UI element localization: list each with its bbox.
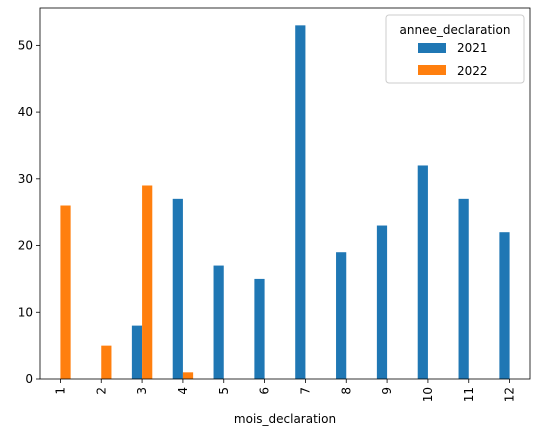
- x-tick-label-9: 9: [380, 387, 394, 395]
- bar-2022-4: [182, 372, 194, 379]
- bar-2021-12: [499, 232, 510, 379]
- x-tick-label-11: 11: [462, 387, 476, 402]
- x-tick-label-6: 6: [258, 387, 272, 395]
- bar-2021-5: [213, 265, 224, 379]
- x-tick-label-5: 5: [217, 387, 231, 395]
- bar-2021-4: [172, 198, 183, 379]
- y-tick-label-20: 20: [18, 239, 33, 253]
- bar-2021-11: [458, 198, 469, 379]
- legend-swatch-2021: [418, 43, 446, 53]
- x-axis: 1 2 3 4 5 6 7 8 9 10 11 12: [53, 379, 517, 402]
- legend-title: annee_declaration: [400, 23, 511, 37]
- x-tick-label-4: 4: [176, 387, 190, 395]
- y-tick-label-30: 30: [18, 172, 33, 186]
- y-axis: 0 10 20 30 40 50: [18, 38, 40, 386]
- x-axis-label: mois_declaration: [234, 412, 336, 426]
- x-tick-label-3: 3: [135, 387, 149, 395]
- x-tick-label-12: 12: [503, 387, 517, 402]
- bar-2022-3: [142, 185, 153, 379]
- legend-label-2022: 2022: [457, 64, 488, 78]
- y-tick-label-10: 10: [18, 305, 33, 319]
- bar-2021-6: [254, 278, 265, 379]
- legend-label-2021: 2021: [457, 41, 488, 55]
- bar-2022-2: [101, 345, 112, 379]
- y-tick-label-0: 0: [25, 372, 33, 386]
- y-tick-label-40: 40: [18, 105, 33, 119]
- x-tick-label-2: 2: [94, 387, 108, 395]
- x-tick-label-10: 10: [421, 387, 435, 402]
- bars-group: [60, 25, 510, 379]
- bar-2022-1: [60, 205, 71, 379]
- x-tick-label-1: 1: [53, 387, 67, 395]
- bar-2021-3: [131, 325, 143, 379]
- bar-2021-10: [417, 165, 428, 379]
- y-tick-label-50: 50: [18, 38, 33, 52]
- x-tick-label-7: 7: [298, 387, 312, 395]
- legend: annee_declaration 2021 2022: [385, 14, 525, 84]
- x-tick-label-8: 8: [339, 387, 353, 395]
- bar-2021-9: [376, 225, 388, 379]
- plot-frame: [39, 7, 531, 380]
- legend-swatch-2022: [418, 65, 446, 75]
- bar-2021-8: [336, 252, 347, 379]
- bar-2021-7: [295, 25, 306, 379]
